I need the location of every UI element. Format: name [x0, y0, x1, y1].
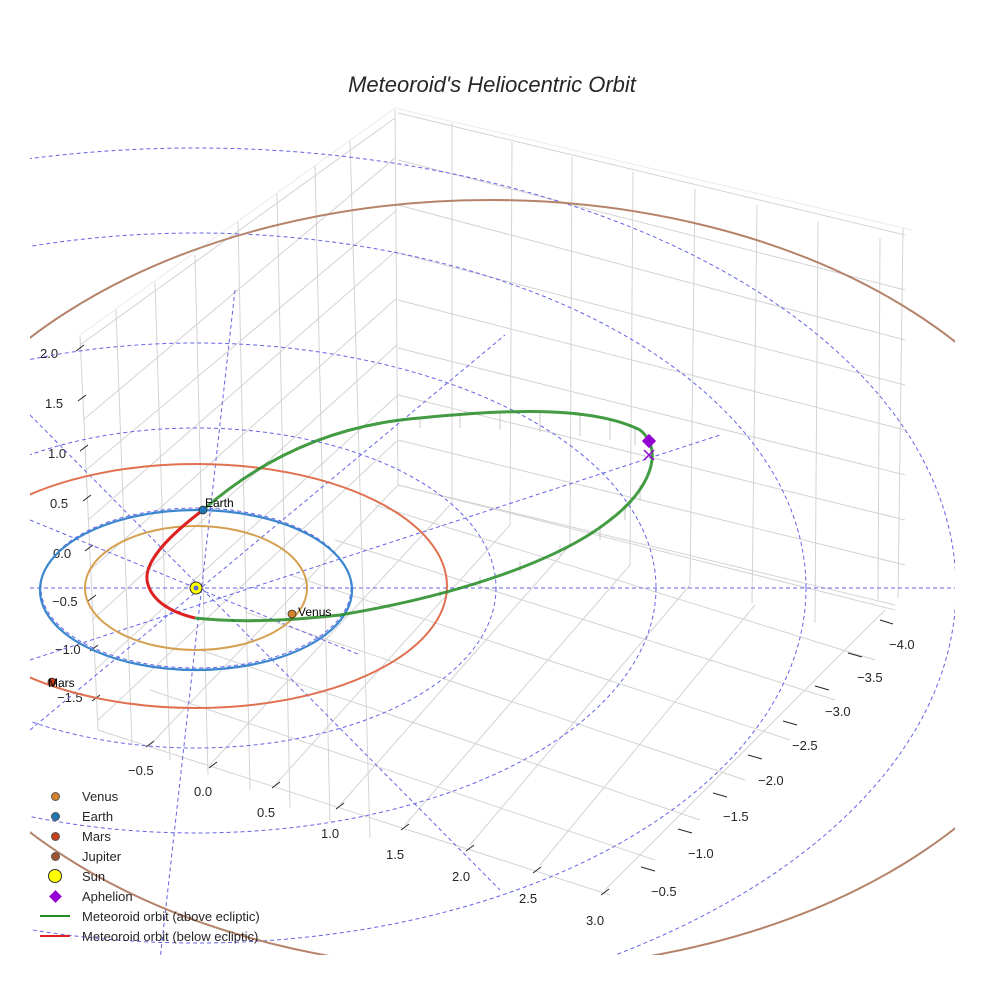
z-tick-label: −1.0 — [55, 642, 81, 657]
y-tick-label: −1.5 — [723, 809, 749, 824]
legend-item-sun: Sun — [38, 866, 260, 886]
x-tick-label: −0.5 — [128, 763, 154, 778]
venus-label: Venus — [298, 605, 331, 619]
ecliptic-polar-grid — [30, 147, 955, 955]
z-tick-label: 0.5 — [50, 496, 68, 511]
venus-marker — [287, 609, 297, 619]
x-tick-label: 0.5 — [257, 805, 275, 820]
x-tick-label: 2.5 — [519, 891, 537, 906]
mars-marker — [47, 677, 57, 687]
mars-dot-icon — [50, 831, 60, 841]
z-tick-label: 1.5 — [45, 396, 63, 411]
x-axis-ticks: −0.5 0.0 0.5 1.0 1.5 2.0 2.5 3.0 — [128, 740, 610, 928]
z-tick-label: 2.0 — [40, 346, 58, 361]
sun-dot-icon — [48, 869, 62, 883]
earth-label: Earth — [205, 496, 234, 510]
red-line-icon — [40, 935, 70, 937]
y-tick-label: −2.5 — [792, 738, 818, 753]
x-tick-label: 2.0 — [452, 869, 470, 884]
diamond-icon — [48, 889, 62, 903]
earth-dot-icon — [50, 811, 60, 821]
x-tick-label: 0.0 — [194, 784, 212, 799]
legend-item-venus: Venus — [38, 786, 260, 806]
y-tick-label: −4.0 — [889, 637, 915, 652]
back-wall-grid — [79, 107, 913, 896]
mars-orbit — [30, 463, 448, 709]
venus-dot-icon — [50, 791, 60, 801]
aphelion-projection-x-icon — [643, 449, 655, 461]
z-axis-ticks: 2.0 1.5 1.0 0.5 0.0 −0.5 −1.0 −1.5 — [40, 344, 101, 705]
jupiter-dot-icon — [50, 851, 60, 861]
legend-item-orbit-above: Meteoroid orbit (above ecliptic) — [38, 906, 260, 926]
legend-item-aphelion: Aphelion — [38, 886, 260, 906]
y-axis-ticks: −4.0 −3.5 −3.0 −2.5 −2.0 −1.5 −1.0 −0.5 — [640, 619, 915, 899]
jupiter-orbit — [30, 199, 955, 955]
z-tick-label: −0.5 — [52, 594, 78, 609]
meteoroid-orbit-above — [194, 409, 654, 623]
z-tick-label: 1.0 — [48, 446, 66, 461]
chart-legend: Venus Earth Mars Jupiter Sun Aphelion Me… — [38, 786, 260, 946]
y-tick-label: −0.5 — [651, 884, 677, 899]
chart-title: Meteoroid's Heliocentric Orbit — [348, 72, 636, 97]
meteoroid-orbit-below — [145, 508, 204, 620]
y-tick-label: −3.5 — [857, 670, 883, 685]
y-tick-label: −3.0 — [825, 704, 851, 719]
legend-item-mars: Mars — [38, 826, 260, 846]
sun-marker — [189, 581, 203, 595]
green-line-icon — [40, 915, 70, 917]
y-tick-label: −2.0 — [758, 773, 784, 788]
venus-orbit — [84, 525, 308, 651]
mars-label: Mars — [48, 676, 75, 690]
legend-item-earth: Earth — [38, 806, 260, 826]
legend-item-jupiter: Jupiter — [38, 846, 260, 866]
x-tick-label: 1.0 — [321, 826, 339, 841]
x-tick-label: 1.5 — [386, 847, 404, 862]
legend-item-orbit-below: Meteoroid orbit (below ecliptic) — [38, 926, 260, 946]
y-tick-label: −1.0 — [688, 846, 714, 861]
earth-orbit — [38, 508, 354, 672]
x-tick-label: 3.0 — [586, 913, 604, 928]
earth-marker — [198, 505, 208, 515]
z-tick-label: 0.0 — [53, 546, 71, 561]
aphelion-marker — [641, 433, 657, 449]
